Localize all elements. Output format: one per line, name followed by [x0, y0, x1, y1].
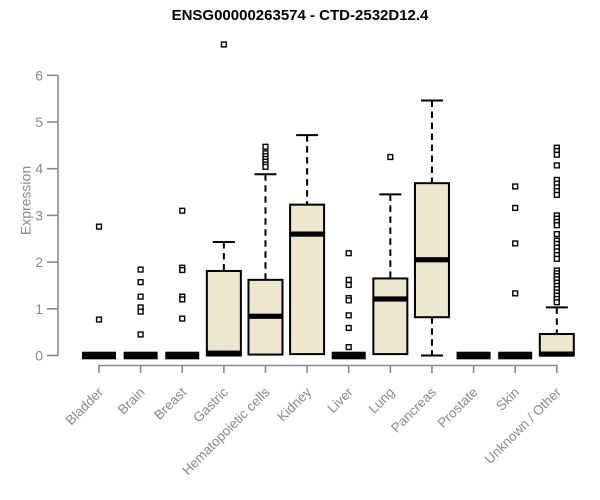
collapsed-box: [165, 351, 200, 360]
y-tick-label: 4: [35, 161, 43, 177]
outlier-point: [512, 290, 519, 297]
outlier-point: [553, 222, 560, 229]
median-line: [290, 231, 325, 237]
median-line: [373, 296, 408, 302]
outlier-point: [512, 204, 519, 212]
median-line: [206, 350, 241, 356]
outlier-point: [345, 312, 352, 319]
y-tick-label: 1: [35, 301, 43, 317]
x-category-label: Prostate: [435, 385, 481, 431]
outlier-point: [137, 331, 144, 338]
outlier-point: [220, 41, 227, 48]
outlier-point: [553, 230, 560, 238]
outlier-point: [553, 191, 560, 198]
outlier-point: [512, 240, 519, 247]
outlier-point: [345, 324, 352, 332]
x-category-label: Breast: [151, 384, 189, 422]
box: [372, 277, 409, 356]
median-line: [414, 257, 449, 263]
collapsed-box: [456, 351, 491, 360]
outlier-point: [553, 255, 560, 262]
box: [205, 269, 242, 357]
y-tick-label: 5: [35, 114, 43, 130]
outlier-point: [553, 151, 560, 158]
outlier-point: [345, 276, 352, 283]
collapsed-box: [123, 351, 158, 360]
x-category-label: Brain: [115, 385, 148, 418]
y-axis-label: Expression: [17, 165, 34, 236]
x-category-label: Pancreas: [388, 384, 439, 435]
outlier-point: [553, 162, 560, 169]
outlier-point: [179, 266, 186, 274]
x-category-label: Skin: [493, 385, 522, 414]
y-tick-label: 3: [35, 207, 43, 223]
outlier-point: [179, 296, 186, 303]
outlier-point: [137, 279, 144, 286]
chart-title: ENSG00000263574 - CTD-2532D12.4: [171, 7, 429, 24]
x-category-label: Lung: [366, 385, 398, 417]
box: [289, 203, 326, 356]
x-category-label: Unknown / Other: [482, 384, 565, 467]
median-line: [539, 351, 574, 357]
outlier-point: [387, 153, 394, 161]
outlier-point: [345, 343, 352, 351]
outlier-point: [262, 163, 269, 170]
y-tick-label: 0: [35, 348, 43, 364]
x-category-label: Liver: [325, 384, 357, 416]
box: [413, 182, 450, 319]
outlier-point: [137, 308, 144, 315]
outlier-point: [345, 281, 352, 289]
outlier-point: [345, 250, 352, 257]
outlier-point: [137, 293, 144, 300]
outlier-point: [179, 315, 186, 322]
collapsed-box: [82, 351, 116, 360]
outlier-point: [262, 143, 269, 150]
outlier-point: [512, 183, 519, 190]
outlier-point: [95, 223, 103, 230]
outlier-point: [137, 266, 144, 273]
outlier-point: [345, 297, 352, 304]
y-tick-label: 2: [35, 254, 43, 270]
outlier-point: [553, 299, 560, 306]
x-category-label: Kidney: [274, 384, 314, 424]
median-line: [248, 313, 283, 319]
x-category-label: Bladder: [63, 384, 107, 428]
outlier-point: [95, 316, 103, 323]
y-tick-label: 6: [35, 67, 43, 83]
collapsed-box: [498, 351, 533, 360]
outlier-point: [179, 207, 186, 214]
collapsed-box: [331, 351, 366, 360]
x-category-label: Gastric: [190, 384, 231, 425]
